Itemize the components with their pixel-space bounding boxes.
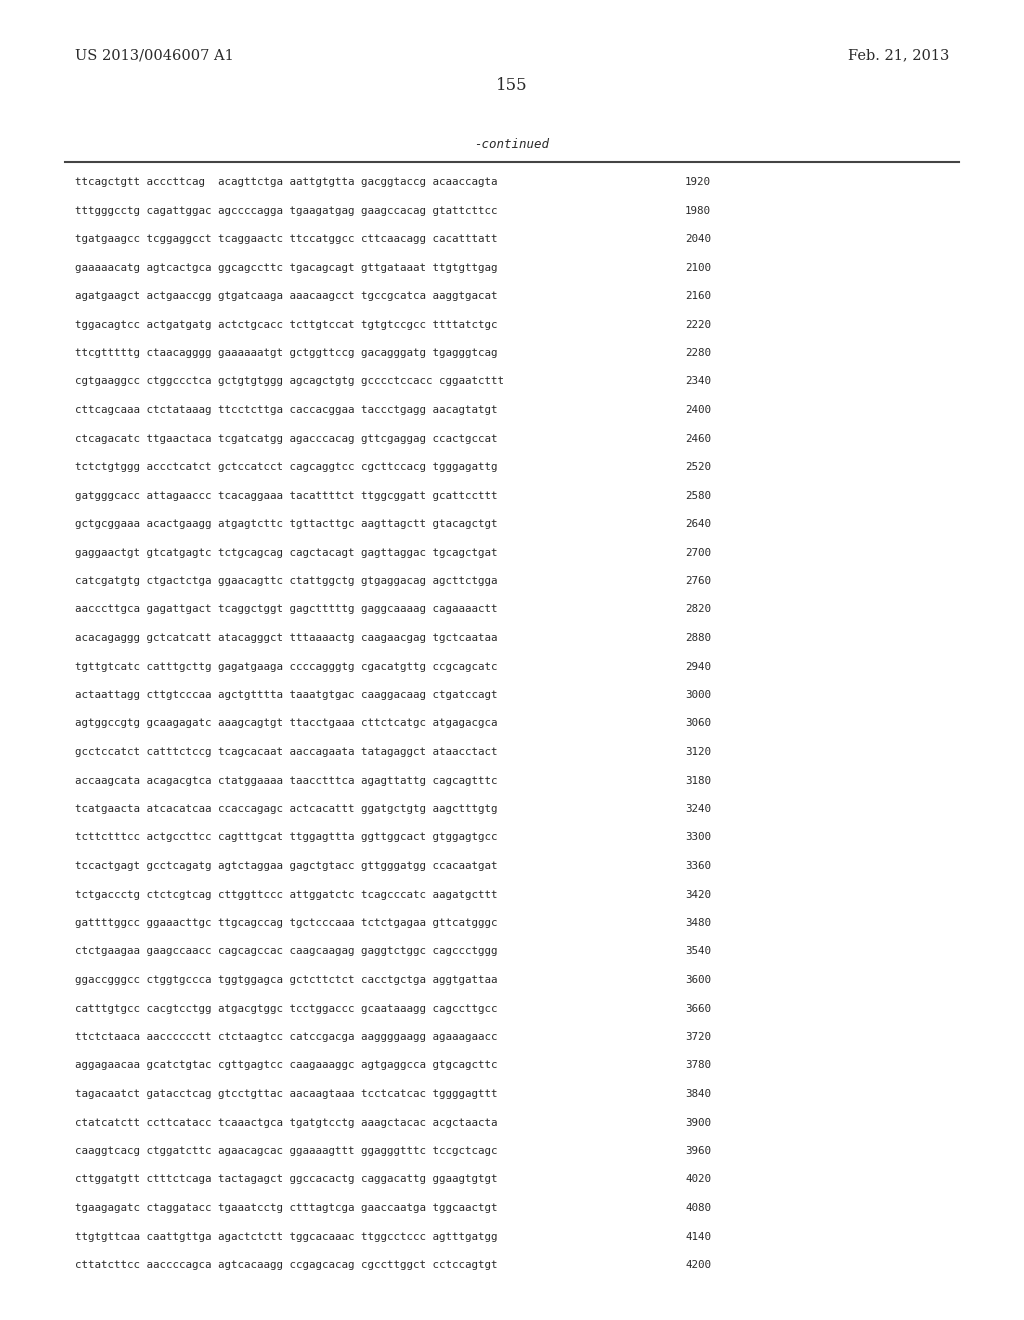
Text: US 2013/0046007 A1: US 2013/0046007 A1: [75, 48, 233, 62]
Text: 2760: 2760: [685, 576, 711, 586]
Text: ttgtgttcaa caattgttga agactctctt tggcacaaac ttggcctccc agtttgatgg: ttgtgttcaa caattgttga agactctctt tggcaca…: [75, 1232, 498, 1242]
Text: 2640: 2640: [685, 519, 711, 529]
Text: 3900: 3900: [685, 1118, 711, 1127]
Text: 3180: 3180: [685, 776, 711, 785]
Text: 3960: 3960: [685, 1146, 711, 1156]
Text: 3420: 3420: [685, 890, 711, 899]
Text: 155: 155: [497, 77, 527, 94]
Text: tctgaccctg ctctcgtcag cttggttccc attggatctc tcagcccatc aagatgcttt: tctgaccctg ctctcgtcag cttggttccc attggat…: [75, 890, 498, 899]
Text: 3660: 3660: [685, 1003, 711, 1014]
Text: ttcagctgtt acccttcag  acagttctga aattgtgtta gacggtaccg acaaccagta: ttcagctgtt acccttcag acagttctga aattgtgt…: [75, 177, 498, 187]
Text: 3120: 3120: [685, 747, 711, 756]
Text: gaggaactgt gtcatgagtc tctgcagcag cagctacagt gagttaggac tgcagctgat: gaggaactgt gtcatgagtc tctgcagcag cagctac…: [75, 548, 498, 557]
Text: 3000: 3000: [685, 690, 711, 700]
Text: gatgggcacc attagaaccc tcacaggaaa tacattttct ttggcggatt gcattccttt: gatgggcacc attagaaccc tcacaggaaa tacattt…: [75, 491, 498, 500]
Text: tagacaatct gatacctcag gtcctgttac aacaagtaaa tcctcatcac tggggagttt: tagacaatct gatacctcag gtcctgttac aacaagt…: [75, 1089, 498, 1100]
Text: 2220: 2220: [685, 319, 711, 330]
Text: tgttgtcatc catttgcttg gagatgaaga ccccagggtg cgacatgttg ccgcagcatc: tgttgtcatc catttgcttg gagatgaaga ccccagg…: [75, 661, 498, 672]
Text: 1920: 1920: [685, 177, 711, 187]
Text: ctctgaagaa gaagccaacc cagcagccac caagcaagag gaggtctggc cagccctggg: ctctgaagaa gaagccaacc cagcagccac caagcaa…: [75, 946, 498, 957]
Text: tctctgtggg accctcatct gctccatcct cagcaggtcc cgcttccacg tgggagattg: tctctgtggg accctcatct gctccatcct cagcagg…: [75, 462, 498, 473]
Text: 3780: 3780: [685, 1060, 711, 1071]
Text: 3720: 3720: [685, 1032, 711, 1041]
Text: 2040: 2040: [685, 234, 711, 244]
Text: tttgggcctg cagattggac agccccagga tgaagatgag gaagccacag gtattcttcc: tttgggcctg cagattggac agccccagga tgaagat…: [75, 206, 498, 215]
Text: 3840: 3840: [685, 1089, 711, 1100]
Text: 3240: 3240: [685, 804, 711, 814]
Text: 2880: 2880: [685, 634, 711, 643]
Text: acacagaggg gctcatcatt atacagggct tttaaaactg caagaacgag tgctcaataa: acacagaggg gctcatcatt atacagggct tttaaaa…: [75, 634, 498, 643]
Text: tgatgaagcc tcggaggcct tcaggaactc ttccatggcc cttcaacagg cacatttatt: tgatgaagcc tcggaggcct tcaggaactc ttccatg…: [75, 234, 498, 244]
Text: gcctccatct catttctccg tcagcacaat aaccagaata tatagaggct ataacctact: gcctccatct catttctccg tcagcacaat aaccaga…: [75, 747, 498, 756]
Text: agtggccgtg gcaagagatc aaagcagtgt ttacctgaaa cttctcatgc atgagacgca: agtggccgtg gcaagagatc aaagcagtgt ttacctg…: [75, 718, 498, 729]
Text: 2700: 2700: [685, 548, 711, 557]
Text: tccactgagt gcctcagatg agtctaggaa gagctgtacc gttgggatgg ccacaatgat: tccactgagt gcctcagatg agtctaggaa gagctgt…: [75, 861, 498, 871]
Text: gaaaaacatg agtcactgca ggcagccttc tgacagcagt gttgataaat ttgtgttgag: gaaaaacatg agtcactgca ggcagccttc tgacagc…: [75, 263, 498, 272]
Text: actaattagg cttgtcccaa agctgtttta taaatgtgac caaggacaag ctgatccagt: actaattagg cttgtcccaa agctgtttta taaatgt…: [75, 690, 498, 700]
Text: gctgcggaaa acactgaagg atgagtcttc tgttacttgc aagttagctt gtacagctgt: gctgcggaaa acactgaagg atgagtcttc tgttact…: [75, 519, 498, 529]
Text: 3360: 3360: [685, 861, 711, 871]
Text: 2520: 2520: [685, 462, 711, 473]
Text: tcatgaacta atcacatcaa ccaccagagc actcacattt ggatgctgtg aagctttgtg: tcatgaacta atcacatcaa ccaccagagc actcaca…: [75, 804, 498, 814]
Text: 2460: 2460: [685, 433, 711, 444]
Text: Feb. 21, 2013: Feb. 21, 2013: [848, 48, 949, 62]
Text: 4140: 4140: [685, 1232, 711, 1242]
Text: 3540: 3540: [685, 946, 711, 957]
Text: 2160: 2160: [685, 290, 711, 301]
Text: 4200: 4200: [685, 1261, 711, 1270]
Text: 4080: 4080: [685, 1203, 711, 1213]
Text: cttatcttcc aaccccagca agtcacaagg ccgagcacag cgccttggct cctccagtgt: cttatcttcc aaccccagca agtcacaagg ccgagca…: [75, 1261, 498, 1270]
Text: -continued: -continued: [474, 139, 550, 152]
Text: 2100: 2100: [685, 263, 711, 272]
Text: agatgaagct actgaaccgg gtgatcaaga aaacaagcct tgccgcatca aaggtgacat: agatgaagct actgaaccgg gtgatcaaga aaacaag…: [75, 290, 498, 301]
Text: cgtgaaggcc ctggccctca gctgtgtggg agcagctgtg gcccctccacc cggaatcttt: cgtgaaggcc ctggccctca gctgtgtggg agcagct…: [75, 376, 504, 387]
Text: ctatcatctt ccttcatacc tcaaactgca tgatgtcctg aaagctacac acgctaacta: ctatcatctt ccttcatacc tcaaactgca tgatgtc…: [75, 1118, 498, 1127]
Text: 3300: 3300: [685, 833, 711, 842]
Text: 2820: 2820: [685, 605, 711, 615]
Text: 3060: 3060: [685, 718, 711, 729]
Text: 2340: 2340: [685, 376, 711, 387]
Text: 2280: 2280: [685, 348, 711, 358]
Text: caaggtcacg ctggatcttc agaacagcac ggaaaagttt ggagggtttc tccgctcagc: caaggtcacg ctggatcttc agaacagcac ggaaaag…: [75, 1146, 498, 1156]
Text: 4020: 4020: [685, 1175, 711, 1184]
Text: ggaccgggcc ctggtgccca tggtggagca gctcttctct cacctgctga aggtgattaa: ggaccgggcc ctggtgccca tggtggagca gctcttc…: [75, 975, 498, 985]
Text: ctcagacatc ttgaactaca tcgatcatgg agacccacag gttcgaggag ccactgccat: ctcagacatc ttgaactaca tcgatcatgg agaccca…: [75, 433, 498, 444]
Text: accaagcata acagacgtca ctatggaaaa taacctttca agagttattg cagcagtttc: accaagcata acagacgtca ctatggaaaa taacctt…: [75, 776, 498, 785]
Text: ttctctaaca aacccccctt ctctaagtcc catccgacga aaggggaagg agaaagaacc: ttctctaaca aacccccctt ctctaagtcc catccga…: [75, 1032, 498, 1041]
Text: aggagaacaa gcatctgtac cgttgagtcc caagaaaggc agtgaggcca gtgcagcttc: aggagaacaa gcatctgtac cgttgagtcc caagaaa…: [75, 1060, 498, 1071]
Text: 2400: 2400: [685, 405, 711, 414]
Text: cttggatgtt ctttctcaga tactagagct ggccacactg caggacattg ggaagtgtgt: cttggatgtt ctttctcaga tactagagct ggccaca…: [75, 1175, 498, 1184]
Text: tggacagtcc actgatgatg actctgcacc tcttgtccat tgtgtccgcc ttttatctgc: tggacagtcc actgatgatg actctgcacc tcttgtc…: [75, 319, 498, 330]
Text: 3600: 3600: [685, 975, 711, 985]
Text: catttgtgcc cacgtcctgg atgacgtggc tcctggaccc gcaataaagg cagccttgcc: catttgtgcc cacgtcctgg atgacgtggc tcctgga…: [75, 1003, 498, 1014]
Text: 3480: 3480: [685, 917, 711, 928]
Text: cttcagcaaa ctctataaag ttcctcttga caccacggaa taccctgagg aacagtatgt: cttcagcaaa ctctataaag ttcctcttga caccacg…: [75, 405, 498, 414]
Text: tcttctttcc actgccttcc cagtttgcat ttggagttta ggttggcact gtggagtgcc: tcttctttcc actgccttcc cagtttgcat ttggagt…: [75, 833, 498, 842]
Text: gattttggcc ggaaacttgc ttgcagccag tgctcccaaa tctctgagaa gttcatgggc: gattttggcc ggaaacttgc ttgcagccag tgctccc…: [75, 917, 498, 928]
Text: ttcgtttttg ctaacagggg gaaaaaatgt gctggttccg gacagggatg tgagggtcag: ttcgtttttg ctaacagggg gaaaaaatgt gctggtt…: [75, 348, 498, 358]
Text: 2580: 2580: [685, 491, 711, 500]
Text: 1980: 1980: [685, 206, 711, 215]
Text: 2940: 2940: [685, 661, 711, 672]
Text: tgaagagatc ctaggatacc tgaaatcctg ctttagtcga gaaccaatga tggcaactgt: tgaagagatc ctaggatacc tgaaatcctg ctttagt…: [75, 1203, 498, 1213]
Text: catcgatgtg ctgactctga ggaacagttc ctattggctg gtgaggacag agcttctgga: catcgatgtg ctgactctga ggaacagttc ctattgg…: [75, 576, 498, 586]
Text: aacccttgca gagattgact tcaggctggt gagctttttg gaggcaaaag cagaaaactt: aacccttgca gagattgact tcaggctggt gagcttt…: [75, 605, 498, 615]
